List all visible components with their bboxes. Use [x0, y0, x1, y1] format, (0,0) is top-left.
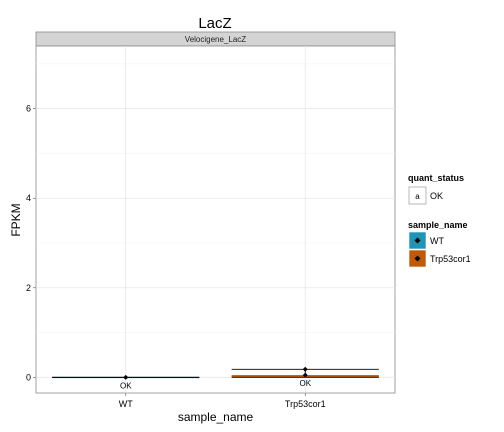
legend: quant_status a OK sample_name WT Trp53co…: [408, 173, 471, 268]
legend-key-trp53cor1-diamond-icon: [414, 255, 421, 262]
x-axis-title: sample_name: [178, 410, 254, 424]
point-label-trp53cor1: OK: [299, 379, 311, 388]
x-tick-label: WT: [119, 399, 133, 409]
y-tick-label: 2: [26, 283, 31, 293]
legend-key-ok-symbol: a: [415, 192, 420, 201]
point-label-wt: OK: [120, 381, 132, 390]
x-tick-labels: WT Trp53cor1: [119, 393, 326, 409]
legend-key-ok: [408, 186, 427, 205]
legend-label-wt: WT: [430, 236, 444, 246]
point-trp53cor1: [302, 372, 308, 378]
point-wt: [123, 374, 129, 380]
y-tick-label: 4: [26, 193, 31, 203]
x-tick-label: Trp53cor1: [285, 399, 326, 409]
y-tick-labels: 0 2 4 6: [26, 104, 36, 382]
legend-label-ok: OK: [430, 191, 443, 201]
plot-panel: [35, 45, 396, 394]
legend-title-quant-status: quant_status: [408, 173, 464, 183]
grid-lines: [36, 46, 395, 393]
y-tick-label: 6: [26, 104, 31, 114]
points: OK OK: [120, 366, 312, 390]
y-axis-title: FPKM: [9, 203, 23, 236]
y-tick-label: 0: [26, 372, 31, 382]
point-trp53cor1: [302, 366, 308, 372]
facet-label: Velocigene_LacZ: [185, 35, 246, 44]
legend-title-sample-name: sample_name: [408, 220, 468, 230]
legend-key-wt-diamond-icon: [414, 237, 421, 244]
legend-label-trp53cor1: Trp53cor1: [430, 254, 471, 264]
chart-title: LacZ: [198, 15, 231, 32]
